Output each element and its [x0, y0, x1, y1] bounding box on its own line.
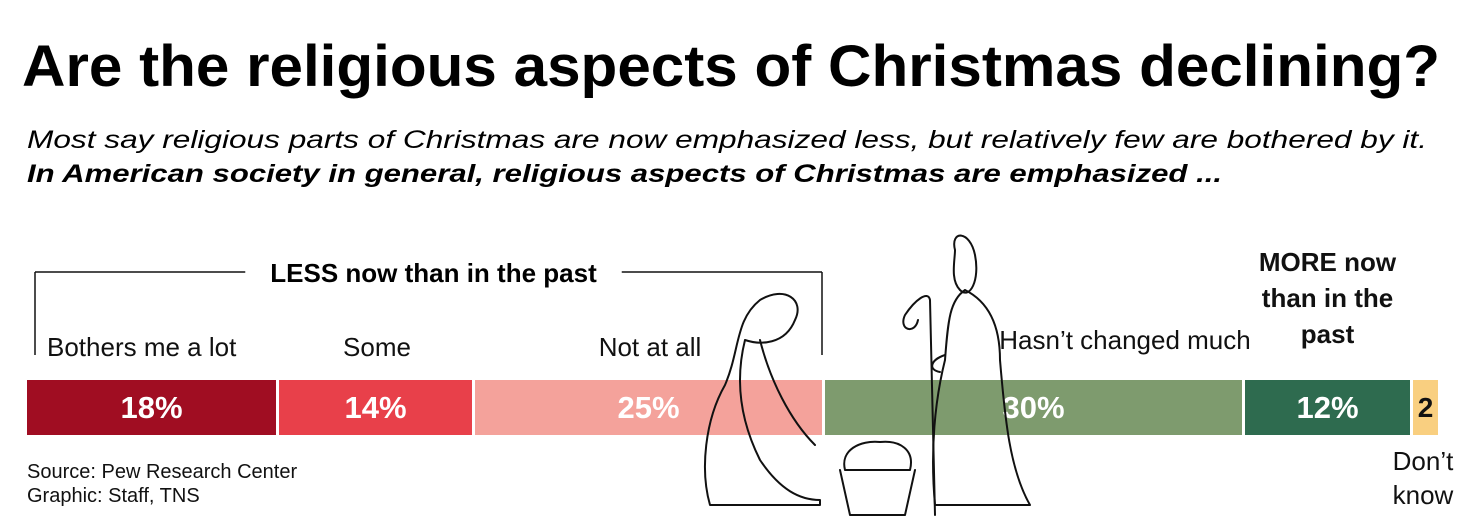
group-label: LESS now than in the past — [270, 258, 597, 288]
value-label: 25% — [617, 390, 680, 425]
value-label: 12% — [1296, 390, 1359, 425]
value-label: 30% — [1002, 390, 1065, 425]
source: Source: Pew Research Center — [27, 461, 298, 483]
bar-segment — [279, 380, 475, 435]
category-label: Not at all — [598, 332, 702, 362]
subtitle: Most say religious parts of Christmas ar… — [27, 126, 1427, 154]
category-label: Don’t know — [1392, 446, 1454, 510]
bar-segment — [825, 380, 1245, 435]
category-label: Bothers me a lot — [47, 332, 237, 362]
value-label: 2 — [1417, 392, 1434, 423]
category-label: Hasn’t changed much — [999, 325, 1251, 355]
bar-segment — [475, 380, 825, 435]
group-bracket — [34, 271, 823, 355]
value-label: 14% — [344, 390, 407, 425]
chart-title: Are the religious aspects of Christmas d… — [22, 34, 1440, 99]
value-label: 18% — [120, 390, 183, 425]
category-label: Some — [343, 332, 411, 362]
bar-segment — [27, 380, 279, 435]
bar-segment — [1245, 380, 1413, 435]
credit: Graphic: Staff, TNS — [27, 485, 200, 507]
question: In American society in general, religiou… — [27, 160, 1222, 188]
category-label: MORE now than in the past — [1258, 247, 1397, 349]
bar-segment — [1413, 380, 1441, 435]
